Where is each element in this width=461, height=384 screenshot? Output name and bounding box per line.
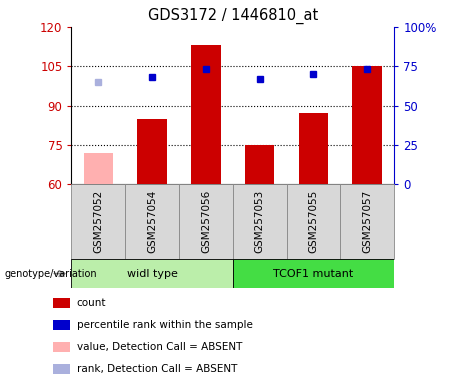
Bar — [137, 119, 167, 184]
Bar — [191, 45, 221, 184]
Bar — [125, 184, 179, 259]
Bar — [299, 114, 328, 184]
Bar — [53, 319, 70, 330]
Text: GSM257057: GSM257057 — [362, 190, 372, 253]
Bar — [245, 145, 274, 184]
Bar — [53, 298, 70, 308]
Text: TCOF1 mutant: TCOF1 mutant — [273, 268, 354, 279]
Bar — [287, 184, 340, 259]
Text: GSM257052: GSM257052 — [93, 190, 103, 253]
Text: percentile rank within the sample: percentile rank within the sample — [77, 320, 253, 330]
Bar — [179, 184, 233, 259]
Bar — [71, 259, 233, 288]
Bar — [83, 153, 113, 184]
Bar — [353, 66, 382, 184]
Bar — [233, 184, 287, 259]
Bar — [71, 184, 125, 259]
Text: rank, Detection Call = ABSENT: rank, Detection Call = ABSENT — [77, 364, 237, 374]
Text: GSM257056: GSM257056 — [201, 190, 211, 253]
Bar — [53, 342, 70, 353]
Text: value, Detection Call = ABSENT: value, Detection Call = ABSENT — [77, 342, 242, 352]
Text: GSM257053: GSM257053 — [254, 190, 265, 253]
Text: genotype/variation: genotype/variation — [5, 268, 97, 279]
Text: GSM257054: GSM257054 — [147, 190, 157, 253]
Text: GSM257055: GSM257055 — [308, 190, 319, 253]
Text: widl type: widl type — [127, 268, 177, 279]
Text: count: count — [77, 298, 106, 308]
Bar — [340, 184, 394, 259]
Title: GDS3172 / 1446810_at: GDS3172 / 1446810_at — [148, 8, 318, 24]
Bar — [233, 259, 394, 288]
Bar — [53, 364, 70, 374]
